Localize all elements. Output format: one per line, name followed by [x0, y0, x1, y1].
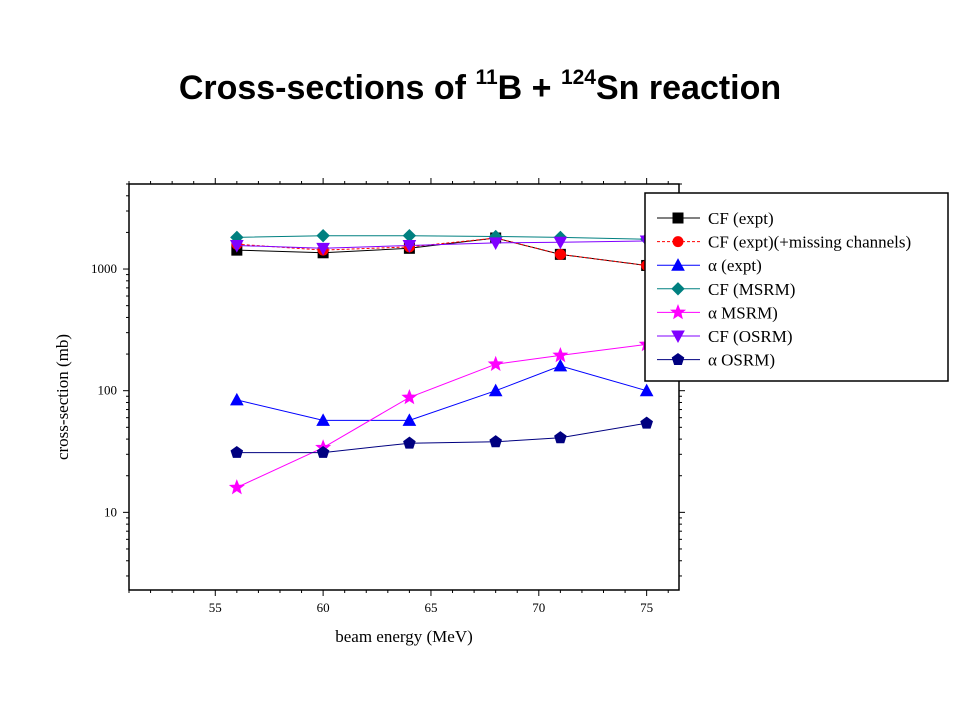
x-axis-title: beam energy (MeV)	[335, 627, 473, 646]
data-point	[316, 242, 330, 256]
legend-label: CF (MSRM)	[708, 280, 795, 299]
x-tick-label: 55	[209, 600, 222, 615]
legend-label: CF (expt)	[708, 209, 774, 228]
data-point	[639, 383, 654, 397]
x-tick-label: 65	[424, 600, 437, 615]
y-tick-label: 1000	[91, 261, 117, 276]
x-tick-label: 75	[640, 600, 653, 615]
legend-label: CF (OSRM)	[708, 327, 793, 346]
series-line	[236, 237, 647, 266]
data-point	[230, 392, 244, 406]
legend-label: α OSRM)	[708, 351, 775, 370]
data-point	[401, 389, 418, 405]
data-point	[402, 413, 417, 426]
data-point	[554, 248, 566, 260]
data-point	[554, 431, 567, 444]
data-point	[552, 346, 569, 363]
legend-label: α MSRM)	[708, 303, 778, 322]
series-line	[236, 240, 647, 249]
legend-marker	[669, 304, 687, 320]
data-point	[230, 240, 244, 253]
data-point	[488, 383, 503, 397]
legend-marker	[671, 258, 685, 271]
series-6	[230, 235, 654, 256]
data-point	[228, 479, 245, 495]
y-axis-title: cross-section (mb)	[53, 334, 72, 460]
chart-title: Cross-sections of 11B + 124Sn reaction	[0, 66, 960, 108]
y-tick-label: 100	[98, 383, 118, 398]
legend-label: α (expt)	[708, 256, 762, 275]
data-point	[553, 358, 568, 372]
series-7	[230, 416, 653, 458]
legend-marker	[671, 352, 685, 365]
series-5	[228, 335, 655, 495]
legend: CF (expt) CF (expt)(+missing channels) α (…	[644, 192, 949, 382]
legend-entry: CF (expt)	[657, 209, 774, 228]
legend-marker	[671, 330, 685, 344]
legend-entry: CF (OSRM)	[657, 327, 793, 346]
title-prefix: Cross-sections of	[178, 69, 476, 107]
legend-entry: α (expt)	[657, 256, 762, 275]
legend-marker	[671, 282, 685, 296]
x-tick-label: 70	[532, 600, 545, 615]
data-point	[487, 355, 504, 372]
legend-box	[644, 192, 949, 382]
series-line	[236, 343, 647, 488]
data-point	[640, 416, 653, 429]
data-point	[316, 445, 330, 458]
series-3	[230, 358, 654, 426]
data-point	[316, 413, 330, 426]
data-point	[230, 445, 244, 458]
legend-entry: α MSRM)	[657, 303, 778, 322]
data-point	[553, 236, 568, 250]
title-sup-1: 11	[475, 66, 498, 89]
data-point	[403, 436, 416, 449]
data-point	[316, 228, 330, 243]
x-tick-label: 60	[317, 600, 330, 615]
data-point	[489, 435, 502, 448]
data-point	[402, 240, 417, 253]
series-line	[236, 365, 647, 421]
legend-entry: CF (expt)(+missing channels)	[657, 233, 911, 252]
legend-marker	[672, 212, 684, 224]
legend-entry: α OSRM)	[657, 351, 775, 370]
title-suffix: Sn reaction	[596, 69, 782, 107]
legend-marker	[672, 236, 684, 248]
series-line	[236, 422, 647, 454]
legend-entry: CF (MSRM)	[657, 280, 795, 299]
title-mid: B +	[497, 69, 561, 107]
data-point	[488, 237, 503, 250]
series-line	[236, 235, 647, 240]
title-sup-2: 124	[560, 66, 596, 89]
y-tick-label: 10	[104, 504, 117, 519]
legend-label: CF (expt)(+missing channels)	[708, 233, 911, 252]
